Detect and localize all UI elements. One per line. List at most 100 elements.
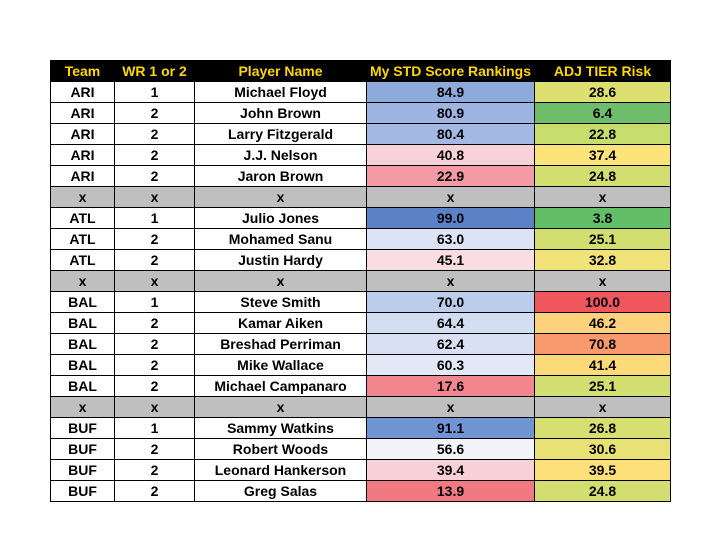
tier-risk-cell: 6.4 xyxy=(534,102,671,124)
team-cell: ARI xyxy=(50,165,115,187)
team-cell: BUF xyxy=(50,480,115,502)
team-cell: x xyxy=(50,270,115,292)
table-row: ATL 1 Julio Jones 99.0 3.8 xyxy=(50,207,671,229)
team-cell: ATL xyxy=(50,207,115,229)
std-score-cell: 80.4 xyxy=(366,123,535,145)
table-row: BAL 2 Kamar Aiken 64.4 46.2 xyxy=(50,312,671,334)
std-score-cell: 17.6 xyxy=(366,375,535,397)
wr-cell: 2 xyxy=(114,165,195,187)
table-row: BUF 2 Leonard Hankerson 39.4 39.5 xyxy=(50,459,671,481)
rankings-table: Team WR 1 or 2 Player Name My STD Score … xyxy=(50,60,671,502)
player-name-cell: Leonard Hankerson xyxy=(194,459,367,481)
header-row: Team WR 1 or 2 Player Name My STD Score … xyxy=(50,60,671,82)
std-score-cell: 80.9 xyxy=(366,102,535,124)
wr-cell: 2 xyxy=(114,375,195,397)
player-name-cell: Greg Salas xyxy=(194,480,367,502)
std-score-cell: x xyxy=(366,270,535,292)
player-name-cell: Steve Smith xyxy=(194,291,367,313)
std-score-cell: 62.4 xyxy=(366,333,535,355)
player-name-cell: Justin Hardy xyxy=(194,249,367,271)
table-row: BAL 2 Michael Campanaro 17.6 25.1 xyxy=(50,375,671,397)
table-row: BAL 2 Breshad Perriman 62.4 70.8 xyxy=(50,333,671,355)
std-score-cell: 56.6 xyxy=(366,438,535,460)
table-row: ARI 2 Larry Fitzgerald 80.4 22.8 xyxy=(50,123,671,145)
team-cell: ATL xyxy=(50,228,115,250)
wr-cell: x xyxy=(114,270,195,292)
player-name-cell: x xyxy=(194,186,367,208)
tier-risk-cell: x xyxy=(534,270,671,292)
team-cell: BAL xyxy=(50,375,115,397)
tier-risk-cell: 37.4 xyxy=(534,144,671,166)
player-name-cell: Larry Fitzgerald xyxy=(194,123,367,145)
team-cell: BAL xyxy=(50,312,115,334)
wr-cell: 1 xyxy=(114,207,195,229)
wr-cell: 2 xyxy=(114,438,195,460)
header-tier-risk: ADJ TIER Risk xyxy=(534,60,671,82)
player-name-cell: Robert Woods xyxy=(194,438,367,460)
team-cell: x xyxy=(50,186,115,208)
team-cell: ARI xyxy=(50,123,115,145)
header-std-score: My STD Score Rankings xyxy=(366,60,535,82)
header-team: Team xyxy=(50,60,115,82)
table-row: ATL 2 Justin Hardy 45.1 32.8 xyxy=(50,249,671,271)
tier-risk-cell: 24.8 xyxy=(534,165,671,187)
wr-cell: 2 xyxy=(114,480,195,502)
player-name-cell: Kamar Aiken xyxy=(194,312,367,334)
player-name-cell: Breshad Perriman xyxy=(194,333,367,355)
wr-cell: 1 xyxy=(114,417,195,439)
team-cell: x xyxy=(50,396,115,418)
tier-risk-cell: 70.8 xyxy=(534,333,671,355)
tier-risk-cell: 26.8 xyxy=(534,417,671,439)
player-name-cell: x xyxy=(194,396,367,418)
wr-cell: 2 xyxy=(114,228,195,250)
std-score-cell: x xyxy=(366,396,535,418)
tier-risk-cell: 25.1 xyxy=(534,228,671,250)
wr-cell: 2 xyxy=(114,144,195,166)
tier-risk-cell: 39.5 xyxy=(534,459,671,481)
wr-cell: 2 xyxy=(114,354,195,376)
player-name-cell: J.J. Nelson xyxy=(194,144,367,166)
player-name-cell: Michael Floyd xyxy=(194,81,367,103)
wr-cell: x xyxy=(114,396,195,418)
tier-risk-cell: 100.0 xyxy=(534,291,671,313)
team-cell: BAL xyxy=(50,333,115,355)
player-name-cell: Mike Wallace xyxy=(194,354,367,376)
tier-risk-cell: 3.8 xyxy=(534,207,671,229)
tier-risk-cell: 28.6 xyxy=(534,81,671,103)
std-score-cell: 22.9 xyxy=(366,165,535,187)
wr-cell: 1 xyxy=(114,291,195,313)
wr-cell: 1 xyxy=(114,81,195,103)
team-cell: BUF xyxy=(50,417,115,439)
player-name-cell: Julio Jones xyxy=(194,207,367,229)
player-name-cell: Jaron Brown xyxy=(194,165,367,187)
std-score-cell: 64.4 xyxy=(366,312,535,334)
tier-risk-cell: 22.8 xyxy=(534,123,671,145)
team-cell: BAL xyxy=(50,291,115,313)
std-score-cell: 99.0 xyxy=(366,207,535,229)
tier-risk-cell: 46.2 xyxy=(534,312,671,334)
tier-risk-cell: 30.6 xyxy=(534,438,671,460)
tier-risk-cell: 24.8 xyxy=(534,480,671,502)
table-row: ATL 2 Mohamed Sanu 63.0 25.1 xyxy=(50,228,671,250)
team-cell: BAL xyxy=(50,354,115,376)
tier-risk-cell: 25.1 xyxy=(534,375,671,397)
std-score-cell: 40.8 xyxy=(366,144,535,166)
std-score-cell: 45.1 xyxy=(366,249,535,271)
team-cell: ARI xyxy=(50,81,115,103)
tier-risk-cell: x xyxy=(534,396,671,418)
player-name-cell: Michael Campanaro xyxy=(194,375,367,397)
std-score-cell: 39.4 xyxy=(366,459,535,481)
wr-cell: 2 xyxy=(114,123,195,145)
tier-risk-cell: 41.4 xyxy=(534,354,671,376)
wr-cell: 2 xyxy=(114,102,195,124)
std-score-cell: 13.9 xyxy=(366,480,535,502)
table-row: BAL 1 Steve Smith 70.0 100.0 xyxy=(50,291,671,313)
wr-cell: 2 xyxy=(114,249,195,271)
tier-risk-cell: 32.8 xyxy=(534,249,671,271)
std-score-cell: 60.3 xyxy=(366,354,535,376)
header-wr: WR 1 or 2 xyxy=(114,60,195,82)
player-name-cell: x xyxy=(194,270,367,292)
team-cell: ARI xyxy=(50,102,115,124)
